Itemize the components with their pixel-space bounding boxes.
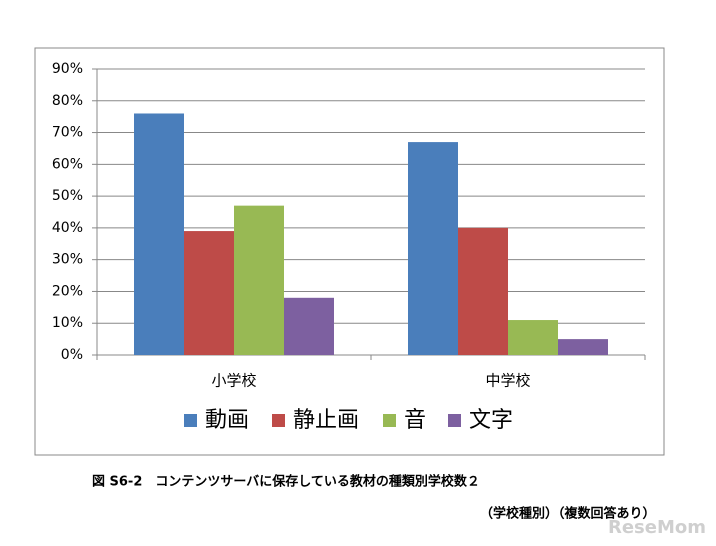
legend-label: 動画: [205, 408, 249, 433]
y-tick-label: 90%: [52, 61, 83, 77]
subcaption: （学校種別）（複数回答あり）: [480, 506, 656, 522]
y-tick-label: 70%: [52, 125, 83, 141]
legend-label: 静止画: [293, 408, 359, 433]
chart-frame: [34, 47, 665, 456]
legend-label: 文字: [469, 408, 513, 433]
y-tick-label: 10%: [52, 315, 83, 331]
bar: [184, 231, 234, 355]
legend-label: 音: [404, 408, 426, 433]
y-tick-label: 0%: [61, 347, 83, 363]
y-tick-label: 60%: [52, 156, 83, 172]
bar: [508, 320, 558, 355]
x-tick-label: 小学校: [211, 372, 256, 390]
legend-swatch: [383, 414, 396, 427]
bar: [284, 297, 334, 355]
bar: [458, 227, 508, 355]
bar: [408, 142, 458, 355]
legend-swatch: [272, 414, 285, 427]
legend-swatch: [448, 414, 461, 427]
x-tick-label: 中学校: [485, 372, 530, 390]
caption: 図 S6-2 コンテンツサーバに保存している教材の種類別学校数２: [92, 474, 480, 490]
y-tick-label: 50%: [52, 188, 83, 204]
y-tick-label: 20%: [52, 283, 83, 299]
legend-swatch: [184, 414, 197, 427]
bar: [134, 113, 184, 355]
y-tick-label: 40%: [52, 220, 83, 236]
y-tick-label: 80%: [52, 93, 83, 109]
bar: [234, 205, 284, 355]
bar: [558, 339, 608, 355]
y-tick-label: 30%: [52, 252, 83, 268]
watermark: ReseMom: [608, 517, 706, 538]
